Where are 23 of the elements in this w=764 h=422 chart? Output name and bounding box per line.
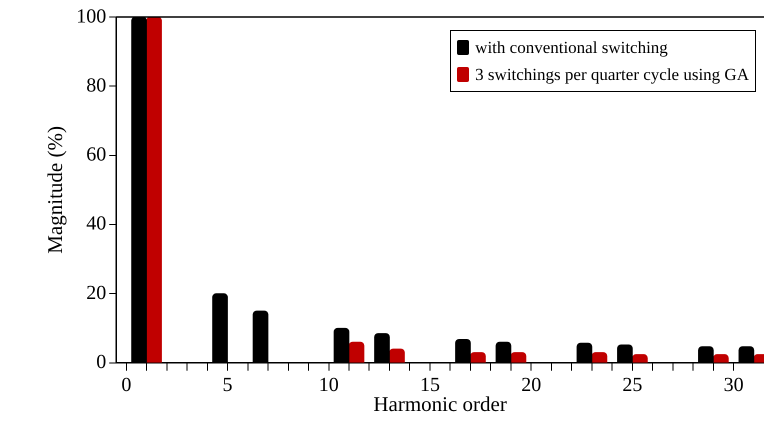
y-tick-label: 100 xyxy=(76,5,106,28)
x-tick-label: 5 xyxy=(222,374,233,396)
y-tick-label: 80 xyxy=(86,74,106,96)
legend-label: with conventional switching xyxy=(475,37,668,59)
bar xyxy=(348,342,364,363)
x-tick-label: 10 xyxy=(318,374,339,396)
bar xyxy=(470,352,486,363)
x-tick-label: 25 xyxy=(622,374,642,396)
y-tick-label: 0 xyxy=(96,351,106,374)
y-tick-label: 40 xyxy=(86,212,106,235)
bar xyxy=(510,352,526,363)
x-tick-label: 30 xyxy=(724,374,744,396)
legend-label: 3 switchings per quarter cycle using GA xyxy=(475,64,749,86)
y-tick-label: 60 xyxy=(86,144,106,166)
y-axis-title: Magnitude (%) xyxy=(43,126,68,254)
bar xyxy=(592,352,608,363)
bar xyxy=(632,354,648,363)
x-tick-label: 0 xyxy=(121,374,132,396)
bar xyxy=(146,17,162,363)
bar xyxy=(389,348,405,363)
bar xyxy=(713,354,729,363)
y-tick-label: 20 xyxy=(86,282,106,304)
x-tick-label: 20 xyxy=(521,374,542,396)
